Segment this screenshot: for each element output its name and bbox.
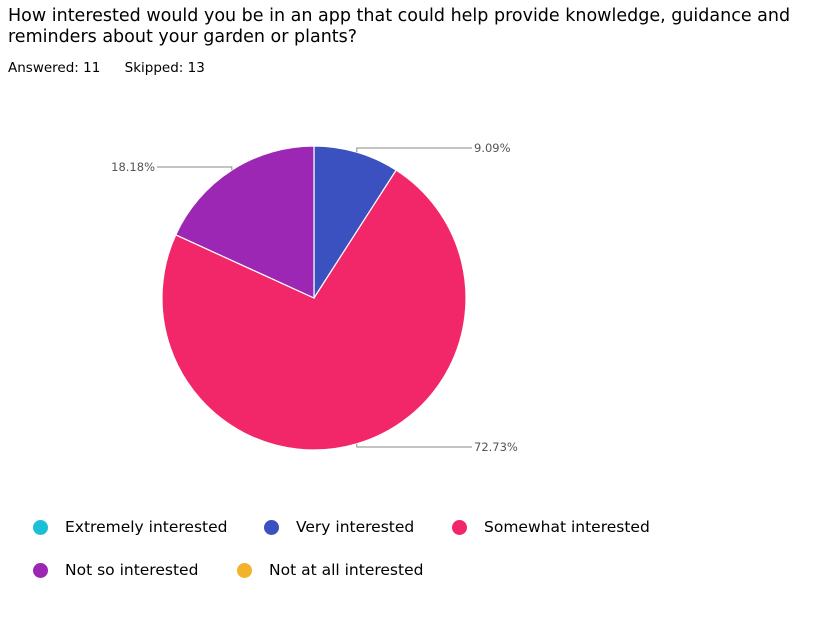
leader-line	[157, 166, 233, 171]
legend-swatch	[237, 562, 252, 578]
data-label: 9.09%	[474, 141, 511, 155]
data-label: 72.73%	[474, 440, 518, 454]
legend-swatch	[33, 562, 48, 578]
legend-swatch	[264, 519, 279, 535]
legend-item-extremely-interested[interactable]: Extremely interested	[33, 518, 228, 536]
question-title: How interested would you be in an app th…	[8, 6, 791, 47]
legend-item-very-interested[interactable]: Very interested	[264, 518, 414, 536]
legend-label: Not so interested	[65, 561, 199, 579]
legend-label: Extremely interested	[65, 518, 228, 536]
legend-item-somewhat-interested[interactable]: Somewhat interested	[452, 518, 650, 536]
legend-swatch	[33, 519, 48, 535]
legend-swatch	[452, 519, 467, 535]
legend-label: Very interested	[296, 518, 415, 536]
pie-slice-very-interested[interactable]	[313, 145, 397, 301]
legend-item-not-at-all-interested[interactable]: Not at all interested	[237, 561, 423, 579]
legend-item-not-so-interested[interactable]: Not so interested	[33, 561, 198, 579]
leader-line	[356, 147, 472, 153]
pie-slice-not-so-interested[interactable]	[174, 145, 315, 299]
legend-label: Not at all interested	[269, 561, 424, 579]
answered-count: Answered: 11	[8, 60, 101, 76]
data-label: 18.18%	[111, 160, 155, 174]
response-stats: Answered: 11 Skipped: 13	[8, 60, 225, 76]
skipped-count: Skipped: 13	[124, 60, 205, 76]
legend-label: Somewhat interested	[484, 518, 650, 536]
leader-line	[356, 443, 472, 448]
